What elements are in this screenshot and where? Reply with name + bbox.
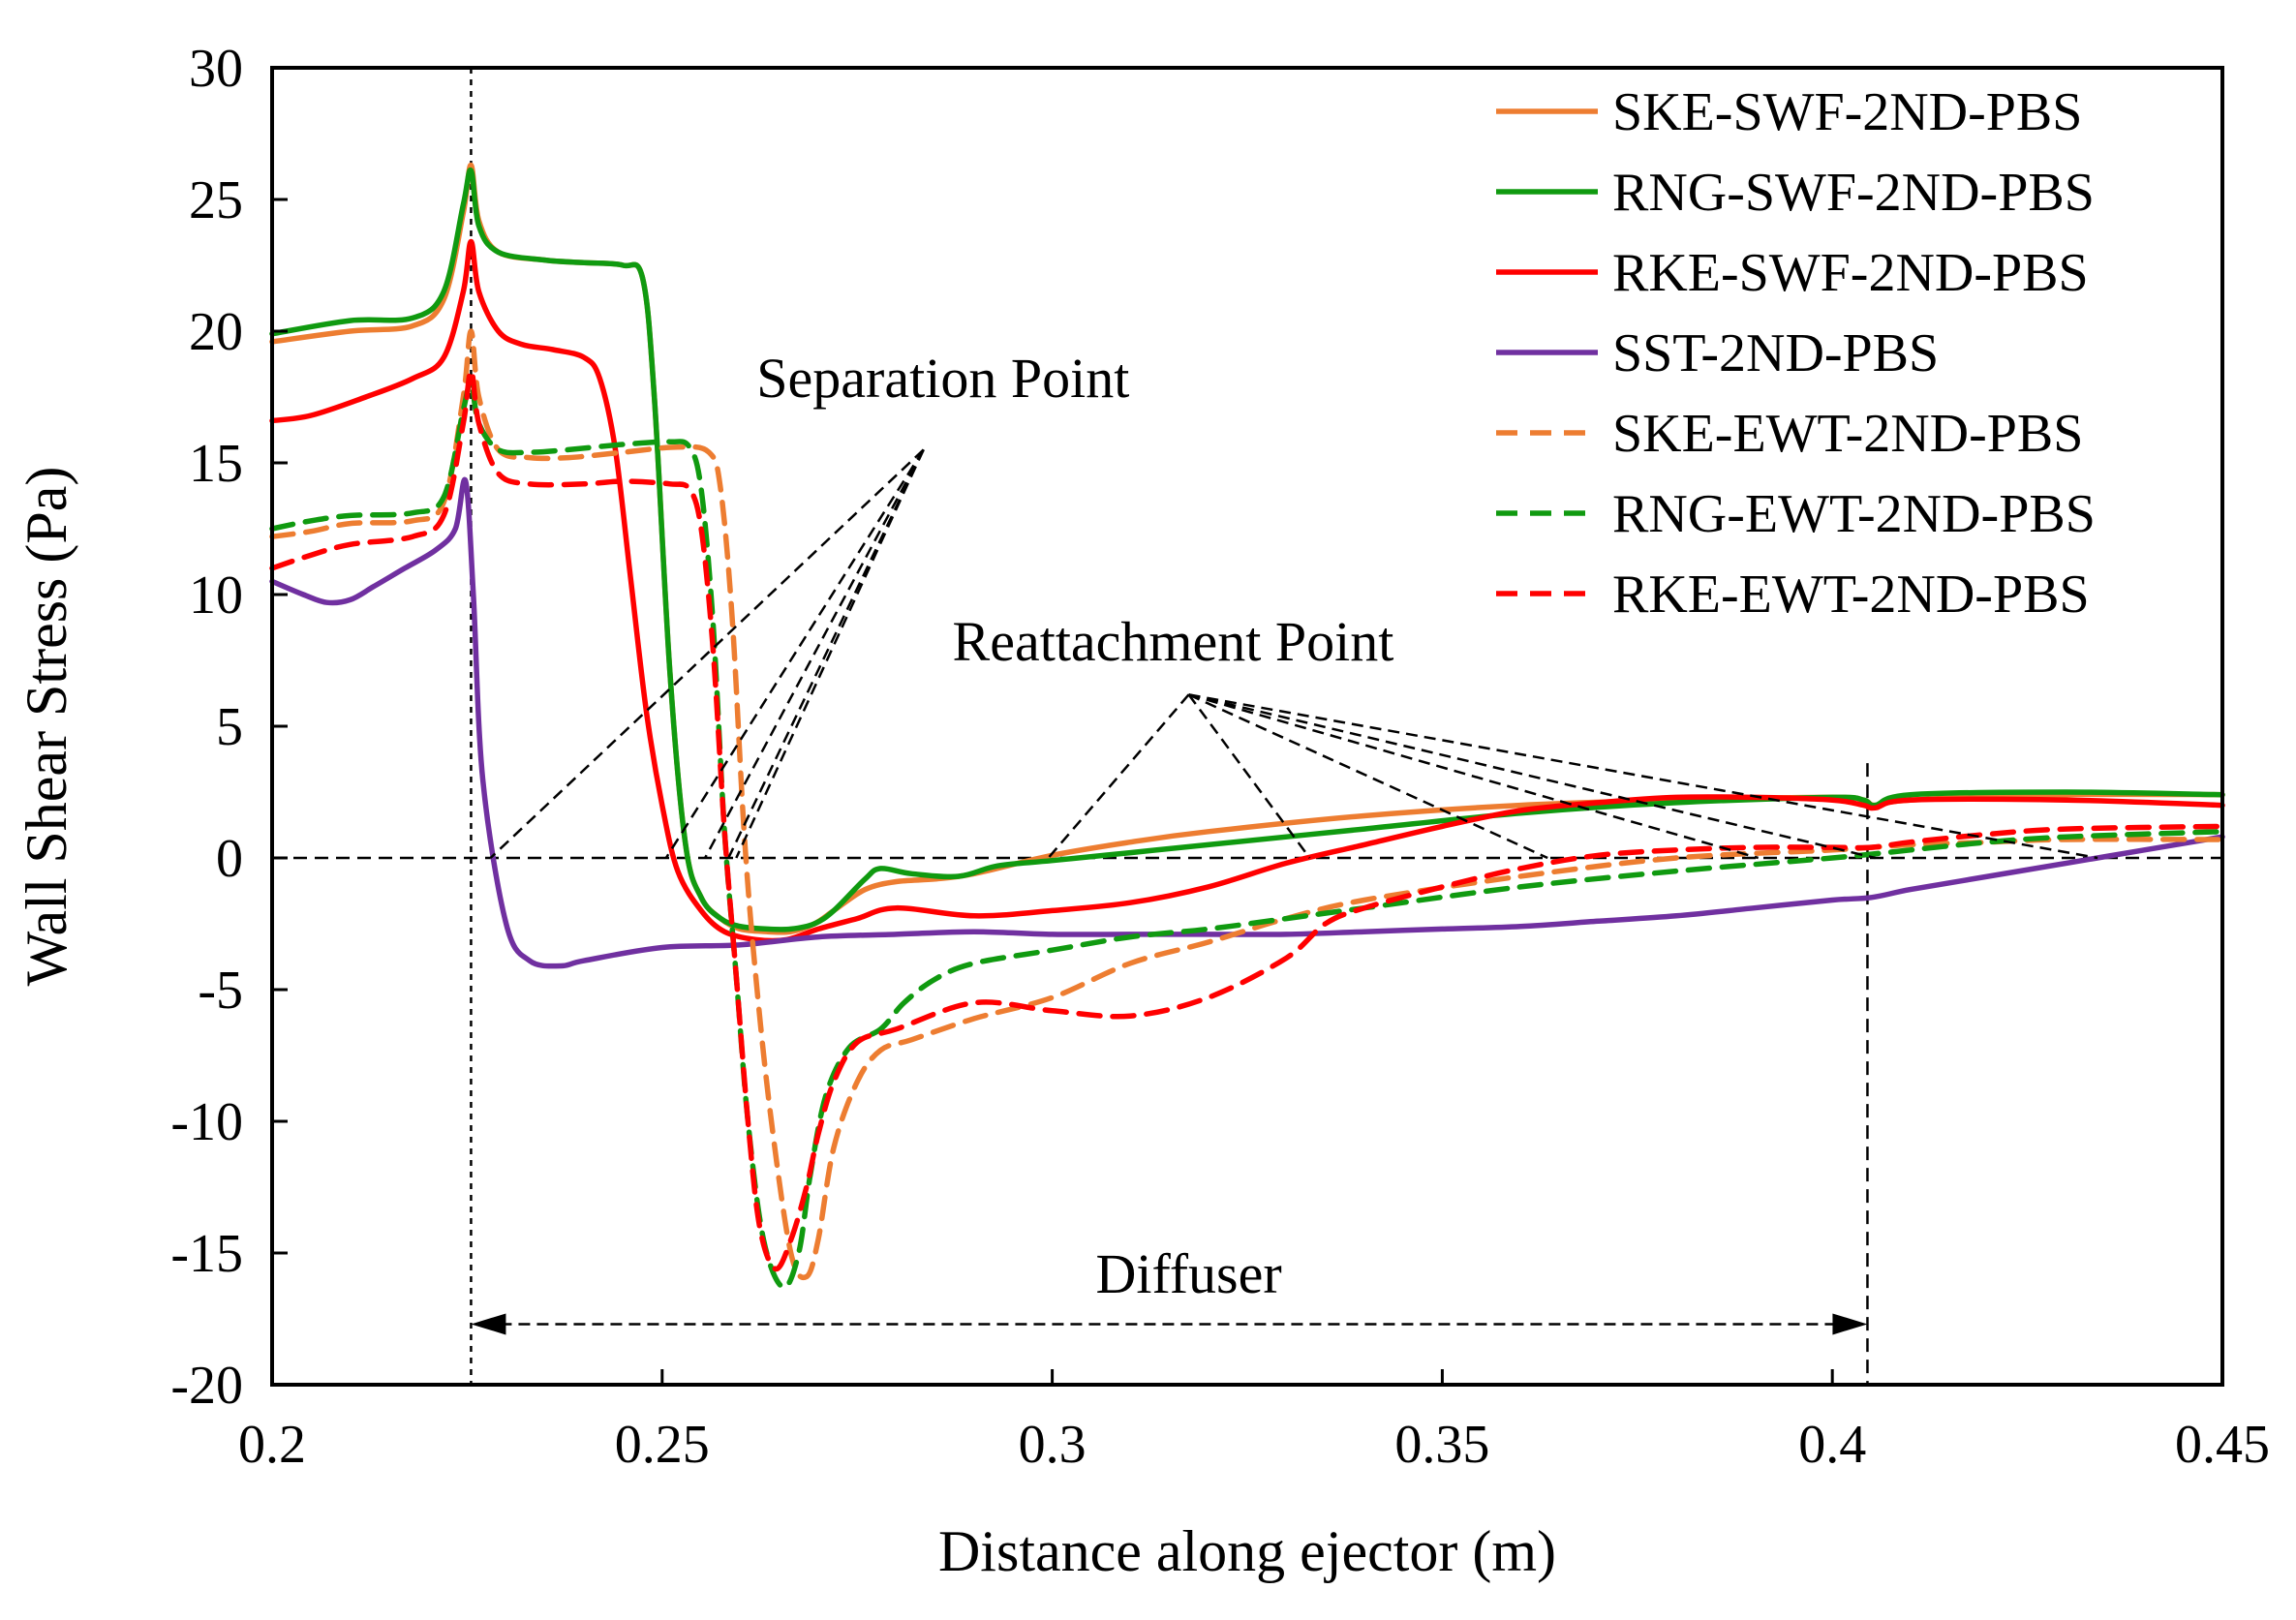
y-tick-label: 30 [189,39,243,99]
y-tick-label: -10 [170,1092,243,1152]
x-tick-label: 0.3 [1019,1415,1087,1475]
x-tick-label: 0.4 [1798,1415,1866,1475]
x-tick-label: 0.35 [1394,1415,1489,1475]
diffuser-arrow-head-left [471,1313,506,1335]
y-tick-label: 15 [189,434,243,494]
y-tick-label: -5 [198,961,243,1021]
series-line-ske-ewt-2nd-pbs [269,328,2225,1281]
reattachment-pointer-line [1188,693,1876,860]
diffuser-label: Diffuser [1095,1242,1281,1305]
separation-pointer-line [704,448,925,859]
y-tick-label: 5 [216,697,243,757]
legend-label: SST-2ND-PBS [1612,323,1939,383]
separation-pointer-line [735,448,925,859]
legend-label: SKE-EWT-2ND-PBS [1612,404,2083,464]
separation-pointer-line [727,448,925,859]
y-tick-label: -15 [170,1224,243,1284]
separation-pointer-line [489,448,925,859]
x-tick-label: 0.45 [2175,1415,2270,1475]
y-axis-title: Wall Shear Stress (Pa) [15,467,78,987]
separation-pointer-line [664,448,925,859]
legend-label: RNG-SWF-2ND-PBS [1612,163,2095,223]
y-tick-label: 20 [189,302,243,362]
y-tick-label: 25 [189,170,243,230]
legend: SKE-SWF-2ND-PBS RNG-SWF-2ND-PBS RKE-SWF-2N… [1496,82,2096,625]
separation-point-label: Separation Point [756,347,1129,410]
reference-lines [272,68,2222,1385]
reattachment-point-label: Reattachment Point [953,610,1394,673]
y-tick-label: 10 [189,565,243,626]
series-line-rke-ewt-2nd-pbs [269,368,2225,1272]
x-axis-title: Distance along ejector (m) [938,1519,1556,1583]
series-line-rng-ewt-2nd-pbs [269,381,2225,1291]
legend-label: RKE-EWT-2ND-PBS [1612,565,2090,625]
legend-label: RKE-SWF-2ND-PBS [1612,243,2089,303]
axis-ticks: 0.2 0.25 0.3 0.35 0.4 0.45 -20 -15 -10 -5 0 5 10 15 20… [170,39,2270,1475]
series-lines [269,162,2225,1291]
reattachment-pointer-line [1188,693,1548,860]
series-line-sst-2nd-pbs [269,476,2225,969]
series-line-rng-swf-2nd-pbs [269,167,2225,932]
y-tick-label: -20 [170,1356,243,1416]
reattachment-pointer-line [1188,693,2098,860]
reattachment-pointer-line [1187,693,1311,859]
annotations: Separation Point Reattachment Point Diffus… [471,347,2098,1335]
x-tick-label: 0.2 [238,1415,306,1475]
x-tick-label: 0.25 [615,1415,710,1475]
reattachment-pointer-line [1047,693,1190,859]
legend-label: SKE-SWF-2ND-PBS [1612,82,2082,142]
y-tick-label: 0 [216,829,243,889]
reattachment-pointer-line [1188,693,1760,860]
diffuser-arrow-head-right [1832,1313,1868,1335]
legend-label: RNG-EWT-2ND-PBS [1612,484,2096,544]
